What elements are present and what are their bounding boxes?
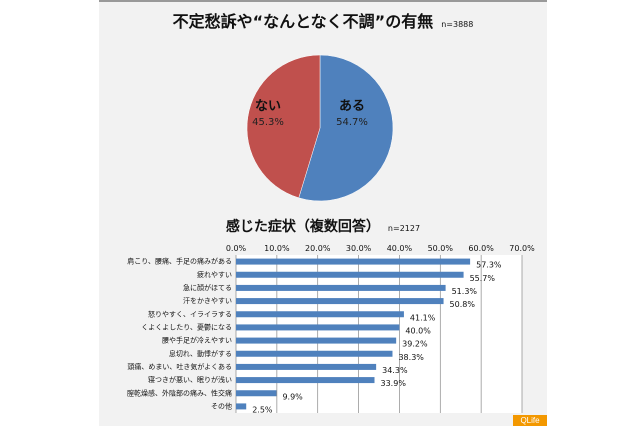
data-label: 33.9%	[381, 379, 407, 388]
data-label: 9.9%	[282, 392, 303, 401]
pie-slice-1	[298, 54, 394, 202]
bar	[236, 363, 377, 370]
bar	[236, 403, 247, 410]
bar	[236, 350, 393, 357]
category-label: 怒りやすく、イライラする	[148, 309, 232, 318]
bar	[236, 311, 404, 318]
bar-n: n=2127	[387, 224, 421, 233]
bar	[236, 258, 471, 265]
category-label: 寝つきが悪い、眠りが浅い	[148, 375, 232, 384]
qlife-logo: QLife	[513, 415, 547, 426]
data-label: 55.7%	[470, 274, 496, 283]
data-label: 34.3%	[382, 366, 408, 375]
data-label: 41.1%	[410, 313, 436, 322]
x-tick-label: 40.0%	[387, 244, 413, 253]
data-label: 51.3%	[452, 287, 478, 296]
bar	[236, 271, 464, 278]
pie-label: ある	[339, 99, 365, 114]
pie-label: ない	[255, 99, 281, 114]
x-tick-label: 60.0%	[468, 244, 494, 253]
category-label: 急に顔がほてる	[183, 283, 232, 292]
bar	[236, 377, 375, 384]
category-label: 頭痛、めまい、吐き気がよくある	[127, 362, 232, 371]
x-tick-label: 0.0%	[226, 244, 247, 253]
bar-title: 感じた症状（複数回答）	[225, 219, 380, 235]
category-label: 汗をかきやすい	[183, 297, 232, 305]
bar	[236, 324, 400, 331]
data-label: 40.0%	[405, 326, 431, 335]
bar-title-row: 感じた症状（複数回答） n=2127	[99, 216, 547, 236]
x-tick-label: 70.0%	[509, 244, 535, 253]
plot-area	[236, 255, 522, 413]
x-tick-label: 30.0%	[346, 244, 372, 253]
category-label: 腰や手足が冷えやすい	[162, 336, 232, 345]
pie-title: 不定愁訴や“なんとなく不調”の有無	[172, 12, 434, 31]
data-label: 2.5%	[252, 405, 273, 414]
bar	[236, 298, 444, 305]
category-label: 膣乾燥感、外陰部の痛み、性交痛	[127, 388, 232, 397]
category-label: その他	[211, 401, 232, 410]
category-label: 肩こり、腰痛、手足の痛みがある	[127, 257, 232, 266]
category-label: 疲れやすい	[197, 270, 232, 279]
pie-title-row: 不定愁訴や“なんとなく不調”の有無 n=3888	[99, 8, 547, 32]
x-tick-label: 10.0%	[264, 244, 290, 253]
bar	[236, 390, 277, 397]
x-tick-label: 20.0%	[305, 244, 331, 253]
bar	[236, 284, 446, 291]
x-tick-label: 50.0%	[428, 244, 454, 253]
pie-value: 45.3%	[252, 117, 284, 128]
category-label: くよくよしたり、憂鬱になる	[141, 322, 232, 331]
pie-n: n=3888	[441, 20, 474, 29]
data-label: 38.3%	[398, 353, 424, 362]
pie-value: 54.7%	[336, 117, 368, 128]
data-label: 50.8%	[450, 300, 476, 309]
pie-slice-2	[246, 54, 321, 199]
bar	[236, 337, 397, 344]
data-label: 57.3%	[476, 261, 502, 270]
category-label: 息切れ、動悸がする	[169, 349, 232, 358]
data-label: 39.2%	[402, 340, 428, 349]
